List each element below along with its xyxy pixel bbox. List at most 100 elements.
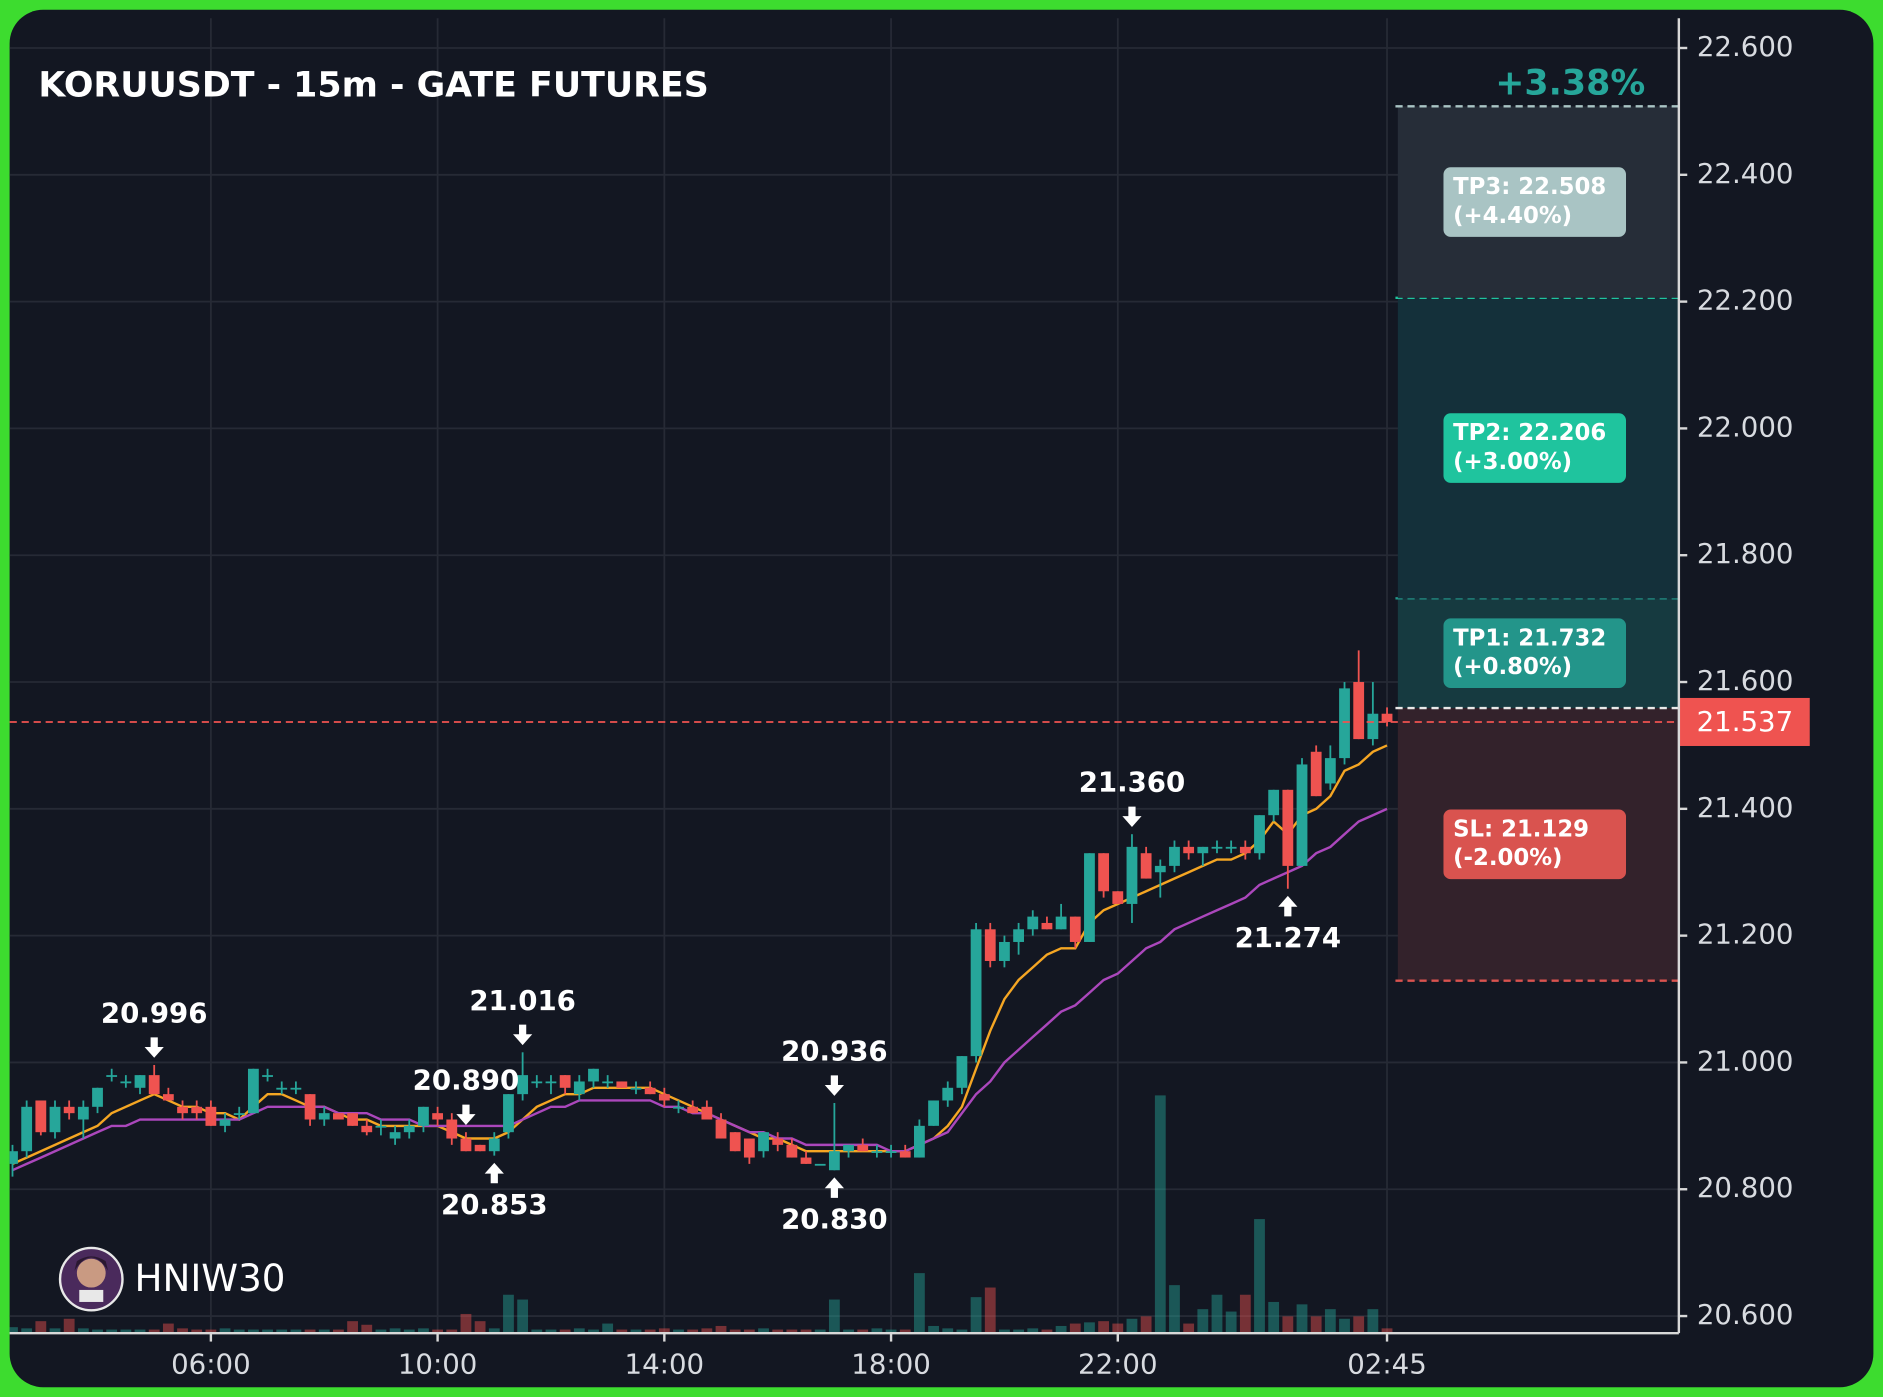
high-arrow bbox=[1122, 806, 1142, 827]
high-label: 21.016 bbox=[469, 984, 576, 1017]
volume-bar bbox=[503, 1294, 514, 1334]
volume-bar bbox=[77, 1328, 89, 1334]
candle-body bbox=[899, 1151, 911, 1158]
volume-bar bbox=[1069, 1323, 1081, 1334]
candle-body bbox=[276, 1087, 288, 1090]
high-label: 20.996 bbox=[101, 997, 208, 1030]
candle-body bbox=[120, 1081, 132, 1084]
candle-body bbox=[474, 1144, 486, 1152]
volume-bar bbox=[1324, 1309, 1336, 1334]
trade-zones: TP1: 21.732 (+0.80%) TP2: 22.206 (+3.00%) TP… bbox=[1395, 64, 1679, 982]
volume-bar bbox=[1140, 1316, 1152, 1334]
candle-body bbox=[942, 1087, 954, 1101]
volume-bar bbox=[814, 1329, 826, 1334]
volume-bar bbox=[644, 1329, 656, 1334]
volume-bar bbox=[1154, 1095, 1166, 1334]
candle-body bbox=[1112, 891, 1124, 904]
x-tick-label: 02:45 bbox=[1347, 1348, 1427, 1381]
candle-body bbox=[1140, 853, 1152, 879]
volume-bar bbox=[177, 1328, 188, 1334]
trade-label-percent: (-2.00%) bbox=[1453, 845, 1562, 871]
volume-bar bbox=[304, 1329, 316, 1334]
candle-body bbox=[418, 1106, 429, 1126]
trade-label-box bbox=[1443, 618, 1627, 689]
volume-bar bbox=[35, 1321, 47, 1334]
volume-bar bbox=[460, 1313, 472, 1334]
volume-bar bbox=[49, 1328, 61, 1334]
trade-label-percent: (+4.40%) bbox=[1453, 203, 1572, 229]
volume-bar bbox=[658, 1328, 670, 1334]
candle-body bbox=[658, 1094, 670, 1101]
candle-body bbox=[1197, 846, 1209, 854]
volume-bar bbox=[1112, 1323, 1124, 1334]
volume-bar bbox=[1055, 1325, 1067, 1334]
candle-body bbox=[1254, 815, 1265, 854]
volume-bar bbox=[602, 1323, 614, 1334]
candle-body bbox=[446, 1119, 458, 1139]
candle-body bbox=[233, 1113, 245, 1115]
volume-bar bbox=[446, 1329, 458, 1334]
low-arrow bbox=[824, 1177, 844, 1198]
volume-bar bbox=[432, 1329, 444, 1334]
candle-body bbox=[290, 1087, 302, 1090]
trade-label-box bbox=[1443, 167, 1627, 237]
volume-bar bbox=[375, 1329, 387, 1334]
candle-body bbox=[1310, 751, 1322, 797]
candle-body bbox=[106, 1075, 118, 1077]
low-label: 20.853 bbox=[441, 1188, 548, 1221]
volume-bar bbox=[233, 1329, 245, 1334]
trade-label-box bbox=[1443, 809, 1627, 880]
volume-bar bbox=[418, 1328, 429, 1334]
candle-body bbox=[928, 1100, 939, 1126]
candle-body bbox=[177, 1106, 188, 1114]
high-label: 20.936 bbox=[781, 1035, 888, 1068]
volume-bar bbox=[63, 1318, 75, 1334]
y-tick-label: 21.400 bbox=[1697, 791, 1794, 824]
candle-body bbox=[545, 1081, 557, 1084]
volume-bar bbox=[1126, 1318, 1138, 1334]
volume-bar bbox=[1367, 1309, 1379, 1334]
candle-body bbox=[247, 1068, 259, 1114]
volume-bar bbox=[715, 1325, 727, 1334]
volume-bar bbox=[1013, 1329, 1025, 1334]
volume-bar bbox=[942, 1328, 954, 1334]
trade-label: TP1: 21.732 bbox=[1453, 625, 1606, 651]
volume-bar bbox=[673, 1329, 684, 1334]
candle-body bbox=[984, 929, 996, 961]
candle-body bbox=[573, 1081, 585, 1095]
watermark: HNIW30 bbox=[58, 1246, 285, 1312]
volume-bar bbox=[828, 1299, 840, 1334]
candle-body bbox=[21, 1106, 33, 1152]
volume-bar bbox=[1239, 1294, 1251, 1334]
volume-bar bbox=[984, 1287, 996, 1334]
volume-bar bbox=[630, 1329, 642, 1334]
volume-bar bbox=[262, 1329, 273, 1334]
low-label: 20.830 bbox=[781, 1203, 888, 1236]
x-tick-label: 06:00 bbox=[171, 1348, 251, 1381]
volume-bar bbox=[162, 1323, 174, 1334]
candle-body bbox=[1041, 922, 1053, 930]
candle-body bbox=[304, 1094, 316, 1120]
candle-body bbox=[333, 1113, 344, 1120]
candle-body bbox=[588, 1068, 599, 1082]
y-tick-label: 21.000 bbox=[1697, 1044, 1794, 1077]
candle-body bbox=[1381, 713, 1393, 722]
high-label: 21.360 bbox=[1079, 766, 1186, 799]
candle-body bbox=[644, 1087, 656, 1095]
candle-body bbox=[814, 1163, 826, 1166]
candle-body bbox=[205, 1106, 217, 1126]
y-tick-label: 21.600 bbox=[1697, 664, 1794, 697]
candle-body bbox=[885, 1151, 897, 1154]
low-label: 21.274 bbox=[1235, 921, 1342, 954]
volume-bar bbox=[318, 1329, 330, 1334]
volume-bar bbox=[517, 1299, 529, 1334]
indicator-line bbox=[11, 807, 1388, 1172]
candle-body bbox=[1027, 916, 1039, 930]
candle-body bbox=[828, 1151, 840, 1171]
candle-body bbox=[715, 1119, 727, 1139]
volume-bar bbox=[134, 1329, 146, 1334]
volume-bar bbox=[474, 1321, 486, 1334]
trade-label: TP3: 22.508 bbox=[1453, 174, 1606, 200]
y-tick-label: 21.800 bbox=[1697, 537, 1794, 570]
